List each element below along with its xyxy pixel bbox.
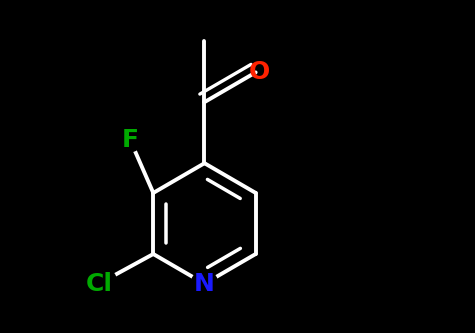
Circle shape <box>81 265 117 302</box>
Text: F: F <box>122 128 139 152</box>
Text: N: N <box>194 272 215 296</box>
Circle shape <box>119 129 142 152</box>
Text: Cl: Cl <box>86 272 112 296</box>
Circle shape <box>191 270 218 297</box>
Text: O: O <box>249 60 270 84</box>
